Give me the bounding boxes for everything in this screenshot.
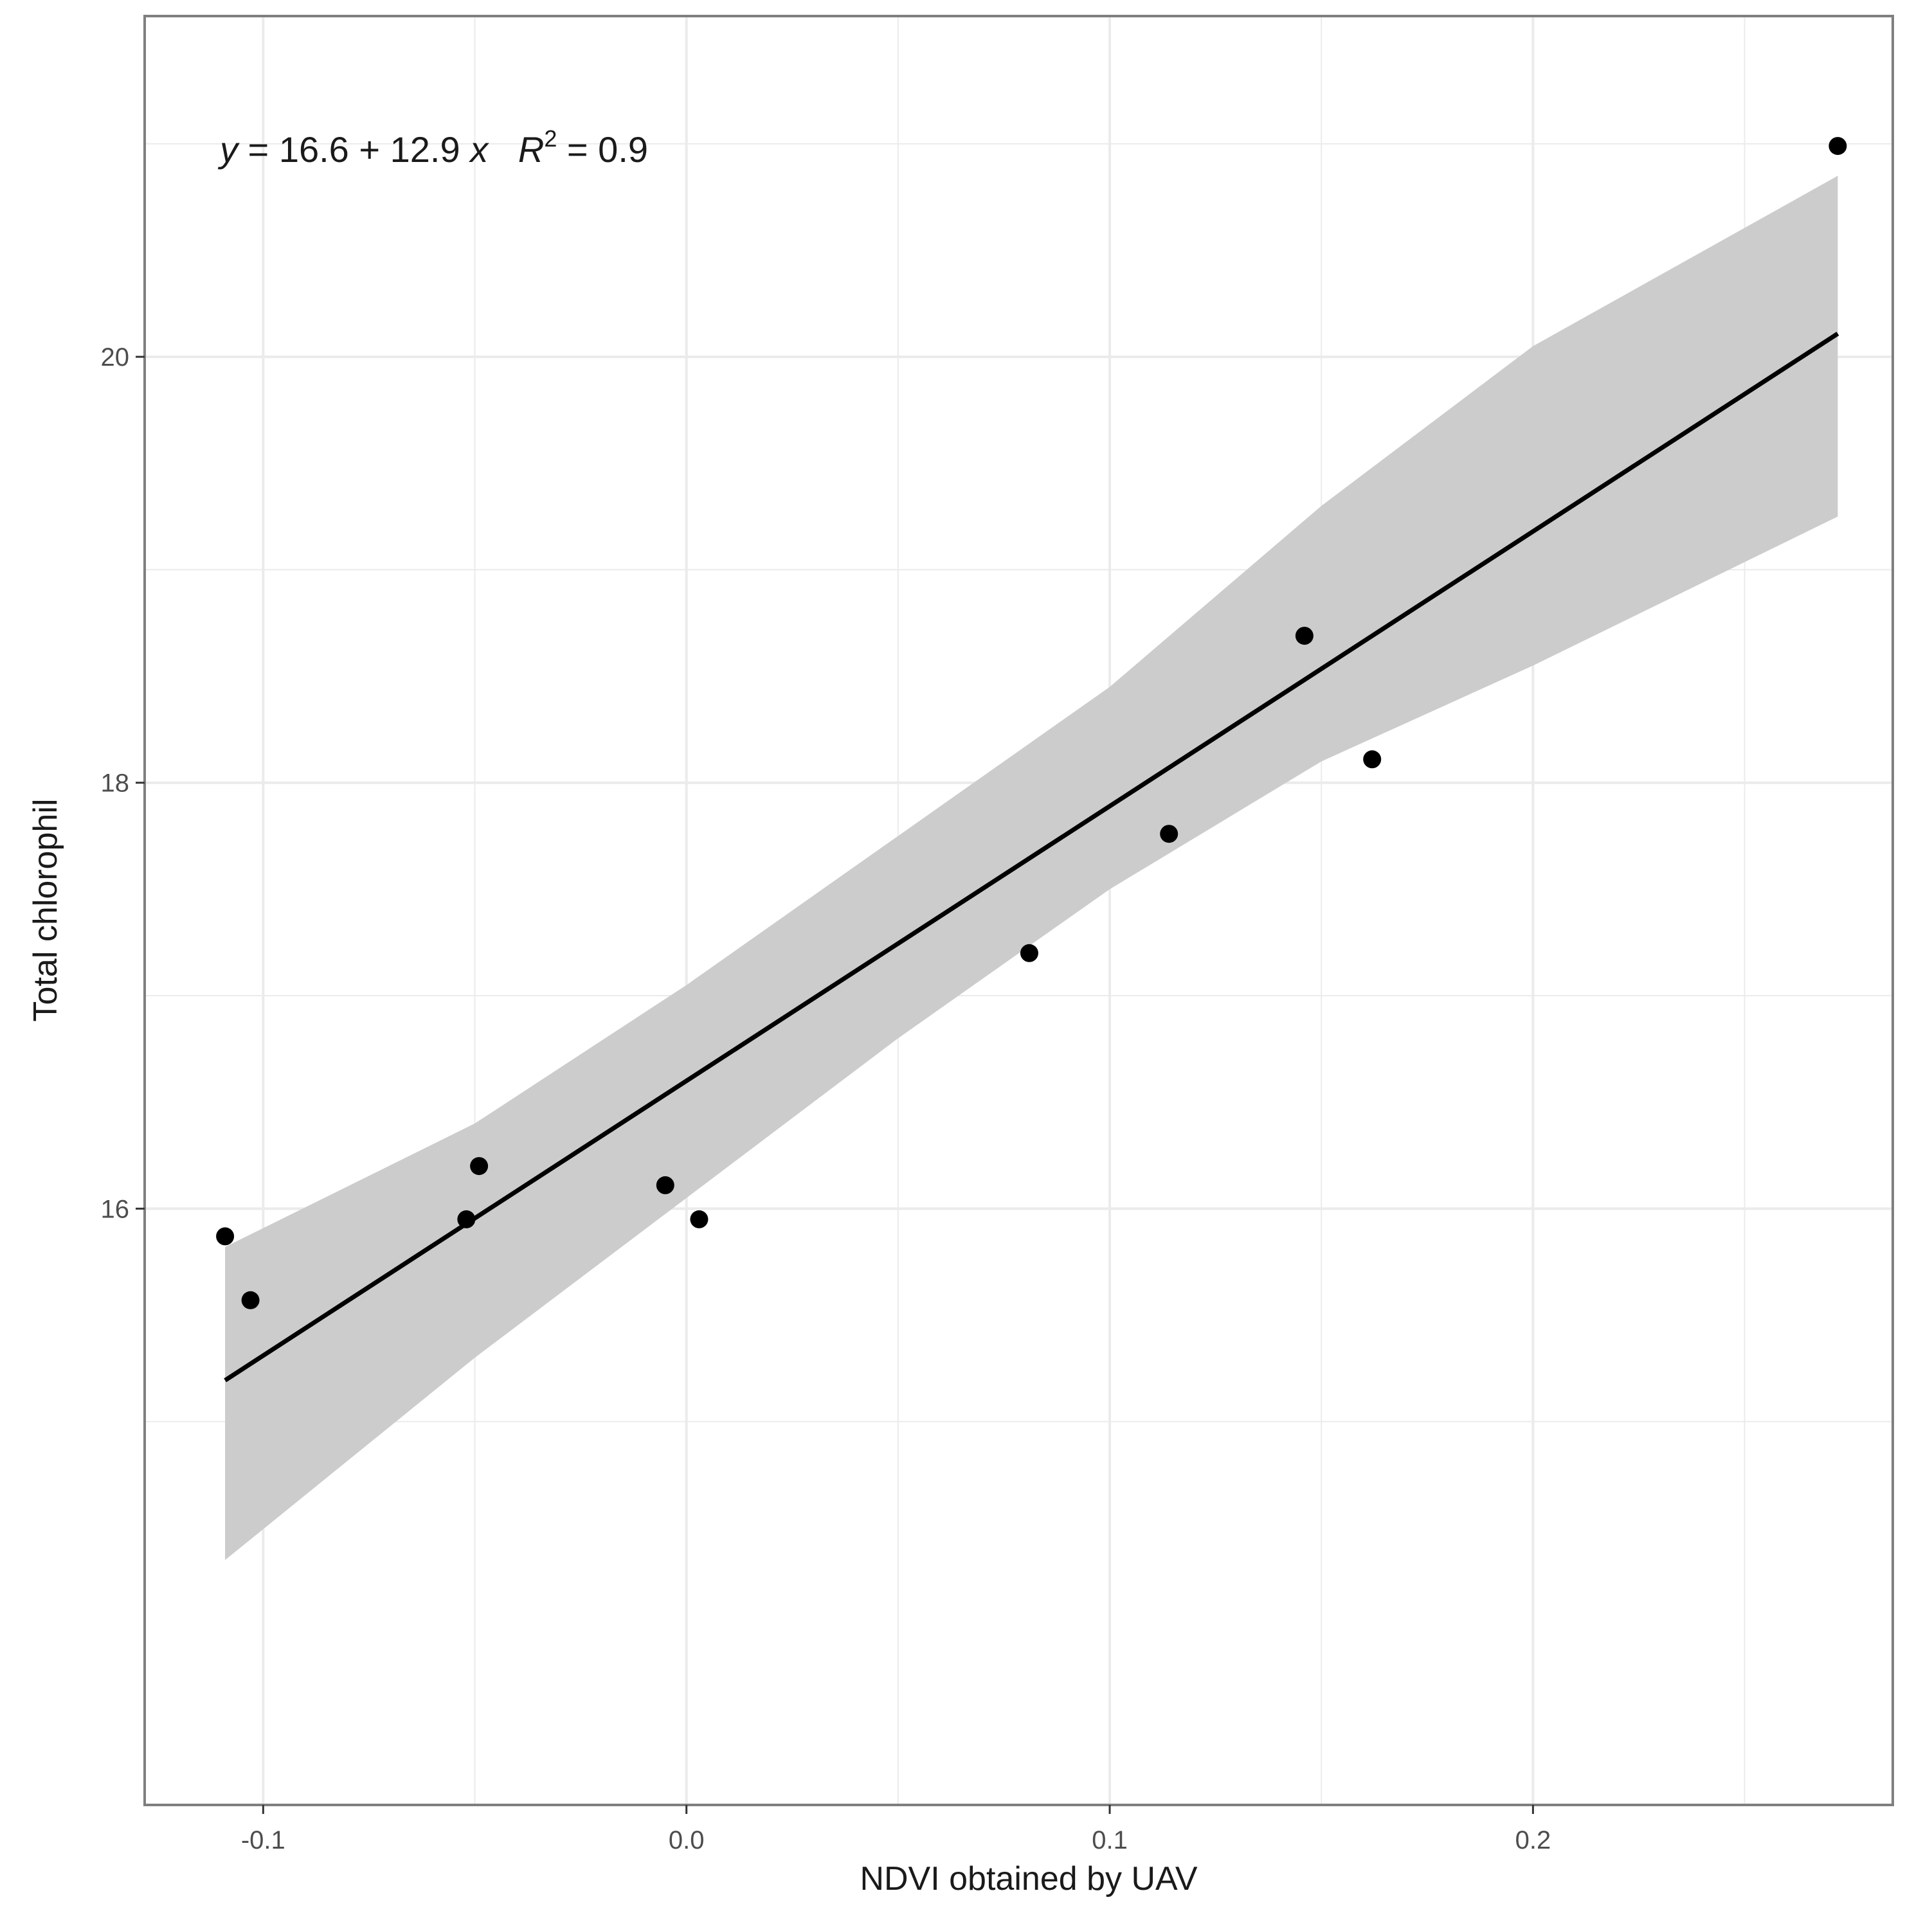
annotation-equation: = 16.6 + 12.9 <box>238 129 470 170</box>
x-tick-label: 0.1 <box>1092 1826 1128 1854</box>
x-tick-label: -0.1 <box>241 1826 285 1854</box>
regression-equation-annotation: y = 16.6 + 12.9 x R2 = 0.9 <box>217 125 648 170</box>
annotation-r-exponent: 2 <box>544 125 557 152</box>
data-point <box>457 1210 476 1228</box>
annotation-spacer <box>488 129 518 170</box>
y-axis-ticks: 16 18 20 <box>101 343 145 1223</box>
panel-border <box>143 15 1894 1806</box>
data-point <box>1295 627 1314 645</box>
data-point <box>1363 750 1382 769</box>
x-axis-ticks: -0.1 0.0 0.1 0.2 <box>241 1805 1551 1854</box>
data-point <box>1160 825 1178 843</box>
data-points <box>216 137 1847 1309</box>
x-tick-label: 0.0 <box>669 1826 705 1854</box>
y-tick-label: 18 <box>101 769 130 798</box>
y-axis-title: Total chlorophil <box>27 799 64 1022</box>
y-tick-label: 16 <box>101 1195 130 1223</box>
annotation-y-symbol: y <box>217 129 240 170</box>
data-point <box>690 1210 709 1228</box>
confidence-band <box>225 175 1838 1560</box>
data-point <box>470 1157 489 1176</box>
data-point <box>1020 944 1038 962</box>
y-tick-label: 20 <box>101 343 130 372</box>
data-point <box>216 1227 235 1246</box>
data-point <box>656 1176 674 1194</box>
annotation-r-value: = 0.9 <box>557 129 648 170</box>
x-axis-title: NDVI obtained by UAV <box>860 1860 1197 1898</box>
annotation-x-symbol: x <box>468 129 489 170</box>
data-point <box>241 1291 260 1309</box>
data-point <box>1828 137 1847 156</box>
confidence-band-group <box>225 175 1838 1560</box>
annotation-r-symbol: R <box>518 129 544 170</box>
regression-line-group <box>224 332 1839 1383</box>
regression-line <box>224 332 1839 1383</box>
x-tick-label: 0.2 <box>1515 1826 1551 1854</box>
